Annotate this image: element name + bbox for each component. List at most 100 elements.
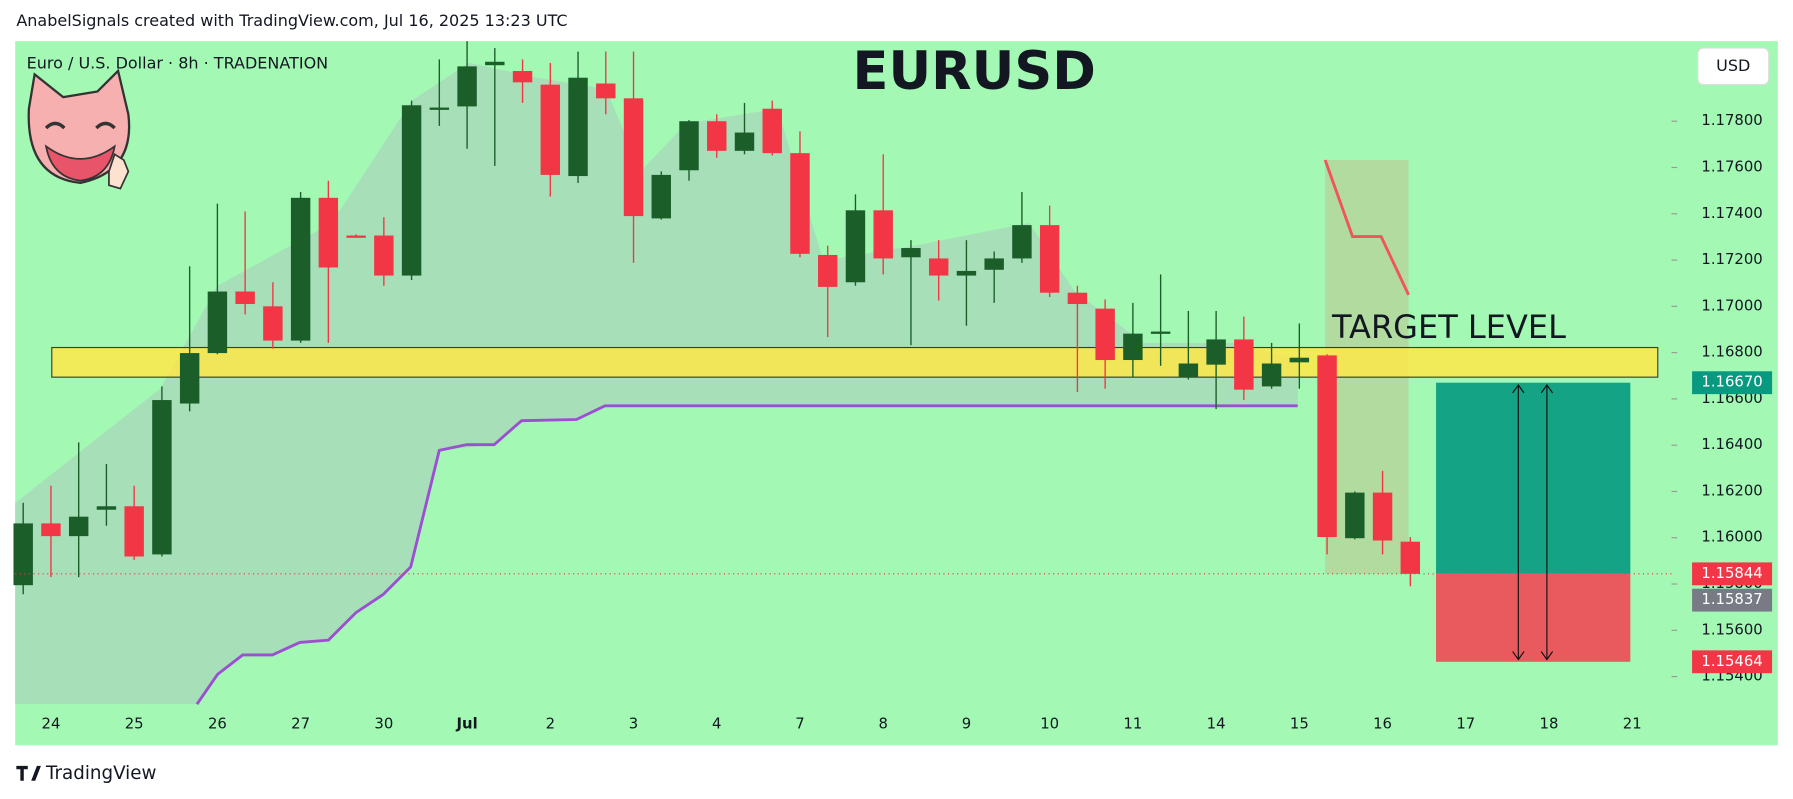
candle-body bbox=[1150, 331, 1171, 334]
price-label: 1.15844 bbox=[1701, 564, 1762, 582]
support-zone bbox=[51, 346, 1659, 378]
candle-body bbox=[1289, 357, 1310, 363]
x-tick-label: 7 bbox=[795, 715, 804, 733]
candle-body bbox=[1261, 363, 1282, 387]
candle-body bbox=[485, 61, 505, 66]
candle-body bbox=[1067, 292, 1088, 305]
x-tick-label: Jul bbox=[455, 715, 477, 733]
candle-body bbox=[540, 84, 561, 175]
candle-body bbox=[263, 306, 283, 341]
candle-body bbox=[41, 523, 61, 537]
candle-body bbox=[13, 523, 33, 586]
projection-path bbox=[1323, 159, 1410, 296]
x-tick-label: 25 bbox=[125, 715, 144, 733]
price-label: 1.15837 bbox=[1701, 590, 1762, 608]
arrow-head bbox=[1540, 384, 1554, 394]
brand-logo bbox=[16, 765, 41, 781]
candle-body bbox=[152, 400, 172, 555]
candle-body bbox=[179, 353, 200, 404]
candle-body bbox=[1345, 492, 1365, 539]
candle-body bbox=[1178, 363, 1199, 378]
candle-body bbox=[679, 121, 699, 171]
candle-body bbox=[96, 506, 117, 510]
y-tick-label: 1.16800 bbox=[1701, 343, 1762, 361]
x-tick-label: 27 bbox=[291, 715, 310, 733]
y-tick-label: 1.17200 bbox=[1701, 250, 1762, 268]
x-tick-label: 21 bbox=[1623, 715, 1642, 733]
price-label-box bbox=[1692, 588, 1773, 612]
x-tick-label: 24 bbox=[41, 715, 60, 733]
stop-zone bbox=[1436, 573, 1631, 662]
candle-body bbox=[901, 248, 921, 258]
y-tick-label: 1.15600 bbox=[1701, 620, 1762, 638]
candle-body bbox=[318, 197, 339, 268]
candle-body bbox=[956, 270, 977, 276]
candle-body bbox=[568, 77, 588, 177]
x-tick-label: 14 bbox=[1207, 715, 1226, 733]
candle-body bbox=[346, 235, 366, 238]
candle-body bbox=[457, 66, 477, 107]
x-tick-label: 4 bbox=[712, 715, 721, 733]
symbol-description: Euro / U.S. Dollar · 8h · TRADENATION bbox=[27, 54, 329, 73]
candle-body bbox=[790, 153, 810, 254]
candle-body bbox=[762, 108, 782, 154]
candle-body bbox=[1123, 333, 1143, 361]
candle-body bbox=[928, 258, 949, 276]
x-tick-label: 15 bbox=[1290, 715, 1309, 733]
target-zone bbox=[1436, 382, 1631, 574]
candle-body bbox=[235, 291, 255, 305]
candle-body bbox=[374, 235, 394, 276]
candle-body bbox=[707, 121, 727, 151]
candle-body bbox=[818, 254, 838, 287]
y-tick-label: 1.17400 bbox=[1701, 204, 1762, 222]
arrow-head bbox=[1512, 384, 1525, 394]
candle-body bbox=[290, 197, 311, 341]
y-tick-label: 1.16400 bbox=[1701, 435, 1762, 453]
candle-body bbox=[1206, 339, 1226, 365]
candle-body bbox=[124, 506, 144, 557]
price-label-box bbox=[1692, 371, 1773, 395]
candle-body bbox=[68, 516, 89, 537]
y-tick-label: 1.16200 bbox=[1701, 481, 1762, 499]
candle-body bbox=[1317, 355, 1337, 538]
candle-body bbox=[651, 174, 671, 219]
candle-body bbox=[512, 71, 533, 83]
x-tick-label: 10 bbox=[1040, 715, 1059, 733]
candle-body bbox=[1039, 225, 1060, 293]
y-tick-label: 1.17600 bbox=[1701, 157, 1762, 175]
price-label: 1.16670 bbox=[1701, 373, 1762, 391]
y-tick-label: 1.17800 bbox=[1701, 111, 1762, 129]
x-tick-label: 11 bbox=[1123, 715, 1142, 733]
currency[interactable]: USD bbox=[1716, 56, 1750, 75]
x-tick-label: 30 bbox=[374, 715, 393, 733]
price-label-box bbox=[1692, 650, 1773, 674]
price-label-box bbox=[1692, 562, 1773, 586]
x-tick-label: 3 bbox=[629, 715, 638, 733]
price-label: 1.15464 bbox=[1701, 652, 1762, 670]
x-tick-label: 18 bbox=[1540, 715, 1559, 733]
mascot bbox=[27, 68, 131, 190]
x-tick-label: 8 bbox=[878, 715, 887, 733]
candle-body bbox=[873, 210, 893, 259]
credit: AnabelSignals created with TradingView.c… bbox=[16, 11, 567, 30]
x-tick-label: 26 bbox=[208, 715, 227, 733]
annotation: TARGET LEVEL bbox=[1331, 308, 1566, 346]
candle-body bbox=[623, 98, 644, 217]
candle-body bbox=[207, 291, 228, 354]
brand: TradingView bbox=[45, 763, 156, 784]
candle-body bbox=[984, 258, 1004, 270]
candle-body bbox=[734, 132, 755, 151]
chart-title: EURUSD bbox=[853, 41, 1096, 102]
candle-body bbox=[1234, 339, 1254, 390]
candle-body bbox=[429, 107, 450, 110]
candle-body bbox=[1400, 541, 1421, 574]
candle-body bbox=[1095, 308, 1115, 361]
candle-body bbox=[1012, 225, 1032, 259]
candle-body bbox=[1372, 492, 1393, 541]
currency-button[interactable] bbox=[1697, 47, 1770, 86]
x-tick-label: 9 bbox=[962, 715, 971, 733]
x-tick-label: 2 bbox=[546, 715, 555, 733]
candle-body bbox=[845, 210, 866, 283]
y-tick-label: 1.16000 bbox=[1701, 528, 1762, 546]
